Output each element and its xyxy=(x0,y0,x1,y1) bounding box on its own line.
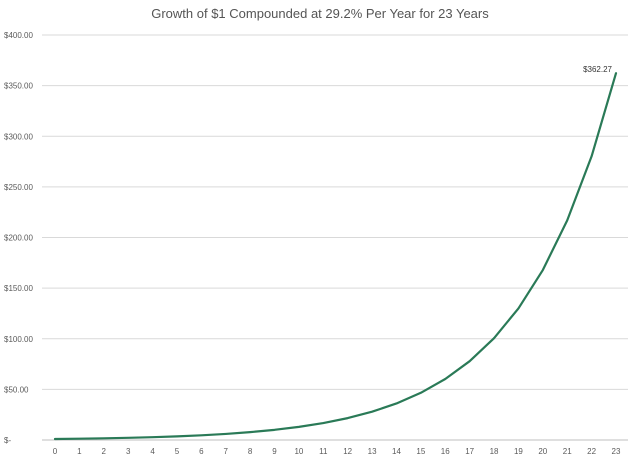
x-tick-label: 11 xyxy=(319,447,328,456)
y-tick-label: $50.00 xyxy=(4,385,29,394)
x-tick-label: 6 xyxy=(199,447,204,456)
y-tick-label: $- xyxy=(4,436,11,445)
x-tick-label: 18 xyxy=(490,447,499,456)
data-label: $362.27 xyxy=(583,65,612,74)
x-tick-label: 20 xyxy=(538,447,547,456)
x-tick-label: 0 xyxy=(53,447,58,456)
series-line xyxy=(53,72,618,441)
x-tick-label: 22 xyxy=(587,447,596,456)
x-tick-label: 13 xyxy=(368,447,377,456)
x-tick-label: 17 xyxy=(465,447,474,456)
x-tick-label: 14 xyxy=(392,447,401,456)
y-tick-label: $200.00 xyxy=(4,234,33,243)
x-tick-label: 3 xyxy=(126,447,131,456)
y-tick-label: $150.00 xyxy=(4,284,33,293)
x-tick-label: 7 xyxy=(224,447,229,456)
x-tick-label: 4 xyxy=(150,447,155,456)
x-tick-label: 19 xyxy=(514,447,523,456)
y-tick-label: $250.00 xyxy=(4,183,33,192)
x-tick-label: 15 xyxy=(416,447,425,456)
y-tick-label: $100.00 xyxy=(4,335,33,344)
x-tick-label: 12 xyxy=(343,447,352,456)
x-tick-label: 5 xyxy=(175,447,180,456)
y-tick-label: $350.00 xyxy=(4,82,33,91)
x-tick-label: 23 xyxy=(612,447,621,456)
x-tick-label: 2 xyxy=(102,447,107,456)
x-tick-label: 1 xyxy=(77,447,82,456)
x-tick-label: 8 xyxy=(248,447,253,456)
x-tick-label: 16 xyxy=(441,447,450,456)
y-tick-label: $300.00 xyxy=(4,132,33,141)
x-tick-label: 10 xyxy=(294,447,303,456)
chart-title: Growth of $1 Compounded at 29.2% Per Yea… xyxy=(151,6,489,21)
y-tick-label: $400.00 xyxy=(4,31,33,40)
x-tick-label: 9 xyxy=(272,447,277,456)
x-tick-label: 21 xyxy=(563,447,572,456)
